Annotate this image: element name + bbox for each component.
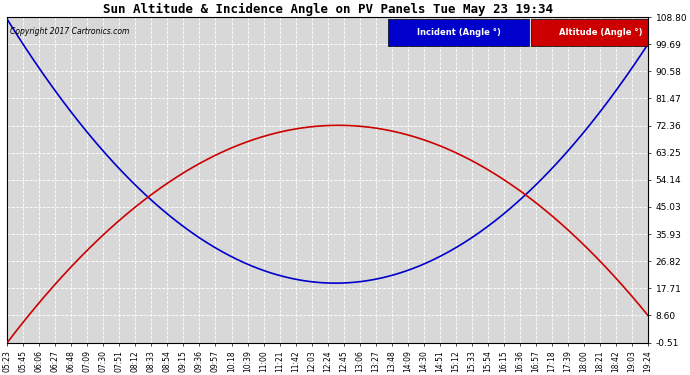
FancyBboxPatch shape (531, 19, 671, 46)
FancyBboxPatch shape (388, 19, 529, 46)
Text: Altitude (Angle °): Altitude (Angle °) (560, 28, 643, 37)
Text: Copyright 2017 Cartronics.com: Copyright 2017 Cartronics.com (10, 27, 130, 36)
Title: Sun Altitude & Incidence Angle on PV Panels Tue May 23 19:34: Sun Altitude & Incidence Angle on PV Pan… (103, 3, 553, 16)
Text: Incident (Angle °): Incident (Angle °) (417, 28, 501, 37)
